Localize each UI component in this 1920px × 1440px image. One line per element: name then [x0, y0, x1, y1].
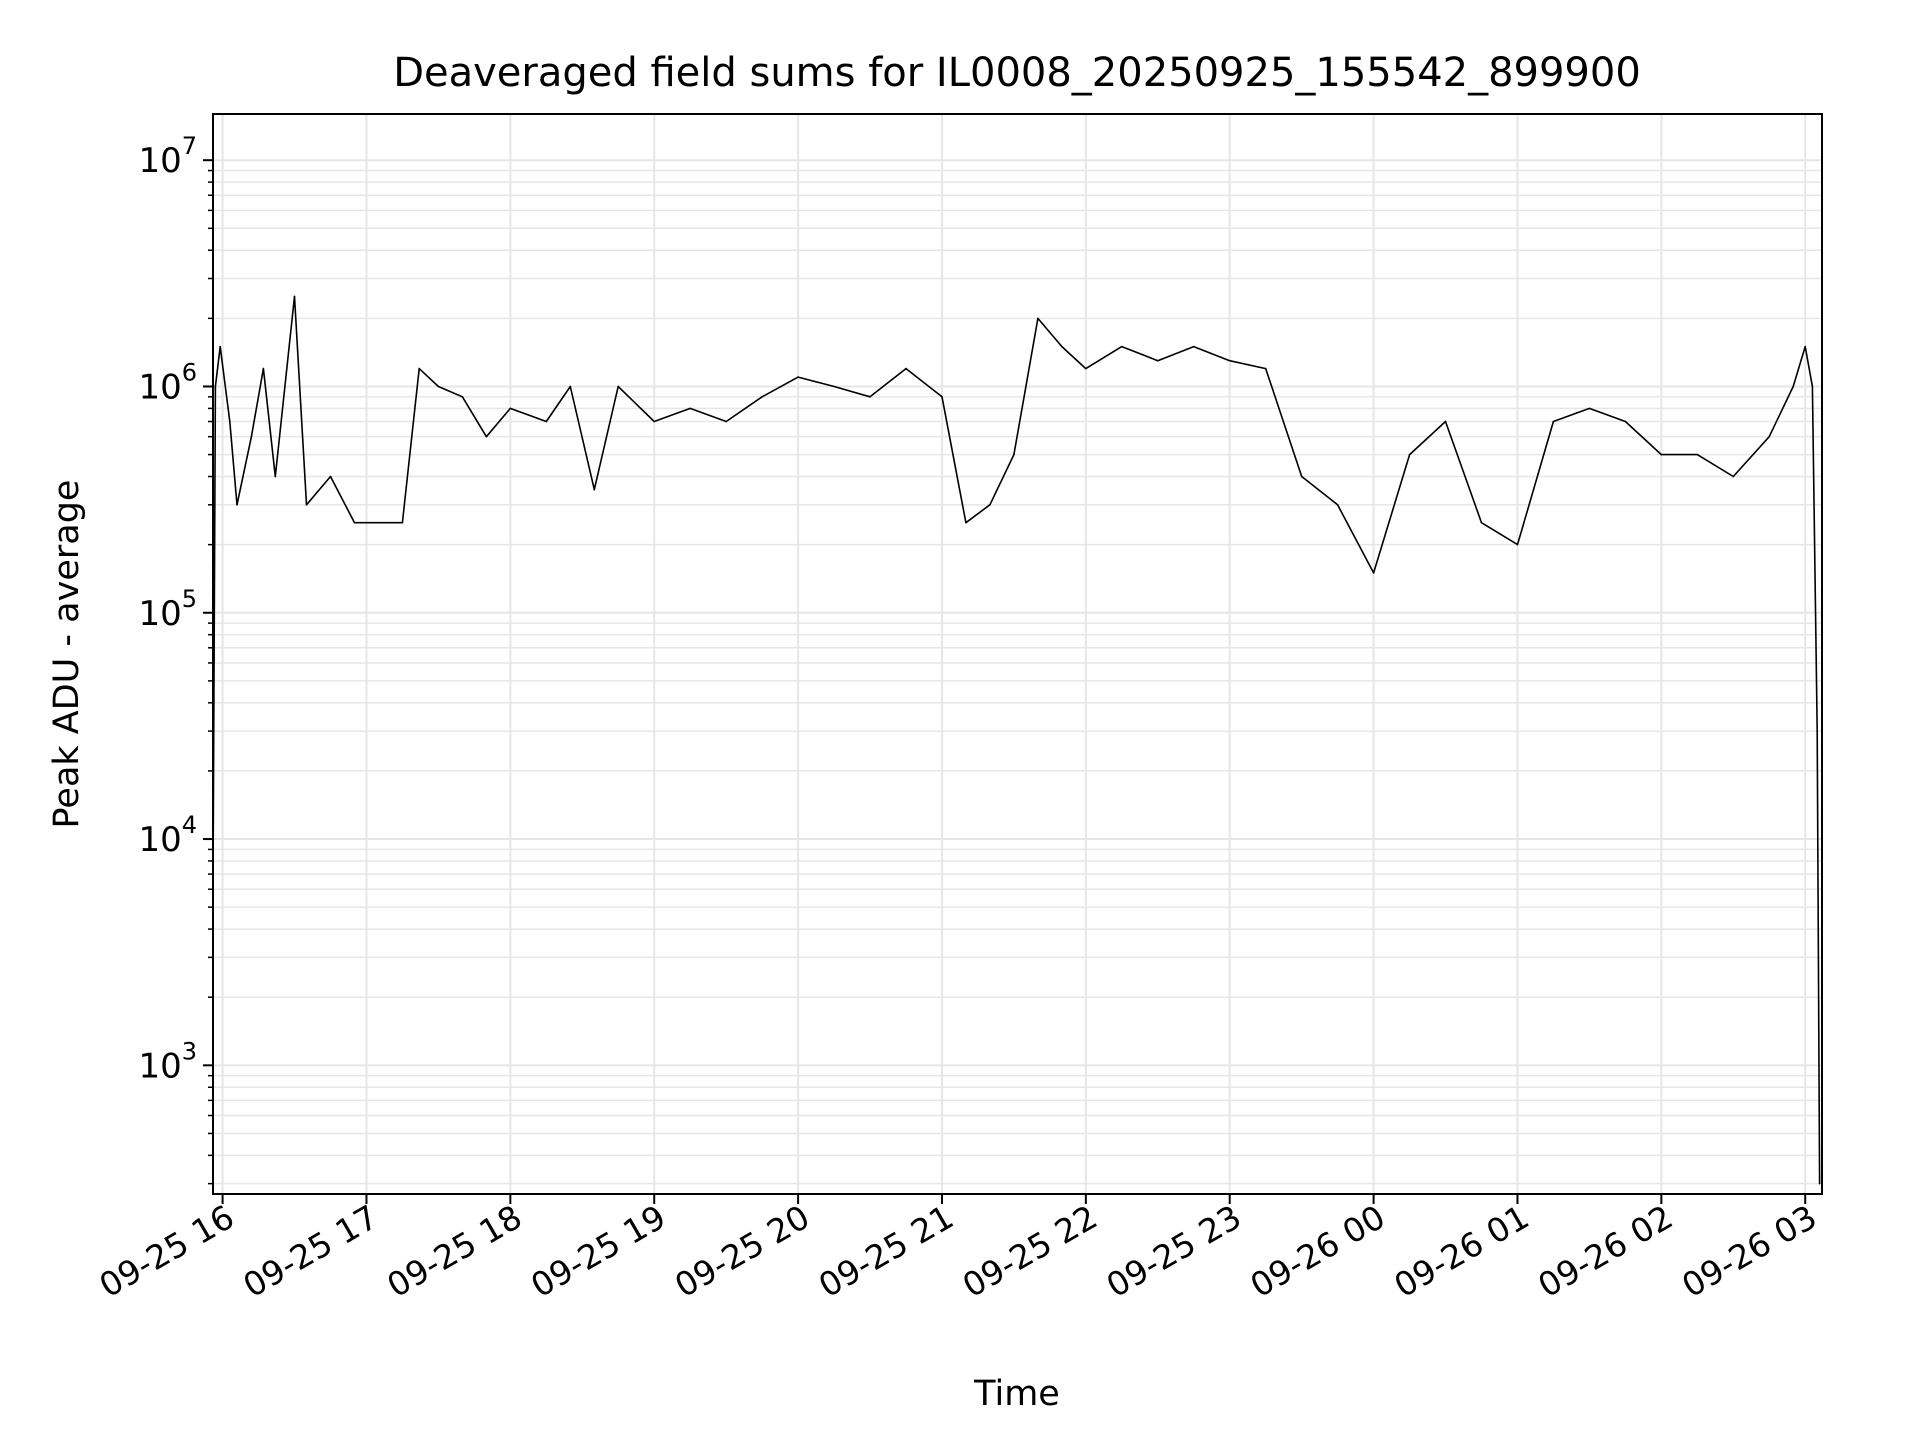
x-tick-label: 09-25 18 [380, 1197, 528, 1305]
data-point [1121, 345, 1123, 348]
data-point [1818, 1182, 1821, 1185]
y-axis-label: Peak ADU - average [47, 480, 87, 829]
data-point [1372, 572, 1375, 574]
data-point [617, 385, 620, 388]
chart-title: Deaveraged field sums for IL0008_2025092… [393, 50, 1641, 96]
data-point [1660, 453, 1663, 456]
y-tick-label: 104 [138, 811, 197, 860]
data-point [228, 420, 231, 423]
data-point [293, 295, 296, 298]
data-point [1732, 475, 1735, 478]
x-tick-label: 09-25 22 [956, 1197, 1104, 1305]
data-point [418, 367, 421, 370]
data-point [689, 407, 691, 410]
data-point [593, 488, 596, 491]
data-point [1228, 359, 1231, 362]
x-tick-label: 09-25 16 [93, 1197, 241, 1305]
data-point [1811, 385, 1814, 388]
series-line [212, 295, 1821, 1184]
series-line-group [212, 295, 1821, 1185]
data-point [869, 396, 871, 398]
data-point [214, 385, 217, 388]
data-point [1408, 453, 1411, 456]
data-point [725, 420, 727, 423]
data-point [989, 503, 991, 506]
x-tick-label: 09-25 23 [1100, 1197, 1248, 1305]
x-tick-label: 09-25 20 [668, 1197, 816, 1305]
data-point [965, 521, 967, 524]
data-point [1264, 367, 1267, 370]
data-point [485, 435, 488, 438]
x-tick-label: 09-25 17 [236, 1197, 384, 1305]
y-axis: 103 104 105 106 107 [138, 132, 213, 1185]
x-tick-label: 09-26 02 [1531, 1197, 1679, 1305]
y-tick-label: 103 [138, 1037, 197, 1086]
data-point [377, 521, 380, 524]
data-point [761, 396, 763, 398]
data-point [1444, 420, 1447, 423]
grid-lines [213, 114, 1822, 1194]
data-point [1156, 359, 1159, 362]
data-point [219, 345, 221, 348]
data-point [1792, 385, 1795, 388]
x-tick-label: 09-26 03 [1675, 1197, 1823, 1305]
x-tick-label: 09-26 01 [1387, 1197, 1535, 1305]
data-point [1480, 521, 1483, 524]
data-point [1768, 435, 1771, 438]
data-point [1192, 345, 1195, 348]
data-point [1516, 543, 1519, 546]
data-point [250, 435, 253, 438]
data-point [1696, 453, 1699, 456]
data-point [461, 396, 464, 398]
data-point [262, 367, 265, 370]
x-tick-label: 09-26 00 [1244, 1197, 1392, 1305]
data-point [833, 385, 835, 388]
x-axis-label: Time [973, 1374, 1060, 1414]
data-point [305, 503, 308, 506]
data-point [329, 475, 332, 478]
data-point [1588, 407, 1591, 410]
data-point [401, 521, 404, 524]
data-point [236, 503, 238, 506]
data-point [509, 407, 512, 410]
data-point [437, 385, 440, 388]
data-point [1624, 420, 1627, 423]
x-tick-label: 09-25 21 [812, 1197, 960, 1305]
data-point [941, 396, 943, 398]
data-point [1552, 420, 1555, 423]
data-point [274, 475, 277, 478]
data-point [1300, 475, 1303, 478]
data-point [545, 420, 548, 423]
data-point [353, 521, 356, 524]
data-point [1804, 345, 1807, 348]
data-point [1061, 345, 1063, 348]
x-tick-label: 09-25 19 [524, 1197, 672, 1305]
data-point [905, 367, 907, 370]
data-point [1037, 317, 1039, 320]
y-tick-label: 106 [138, 358, 197, 407]
data-point [797, 376, 799, 378]
data-point [653, 420, 656, 423]
y-tick-label: 105 [138, 585, 197, 634]
data-point [1816, 730, 1819, 732]
data-point [1085, 367, 1087, 370]
data-point [1336, 503, 1339, 506]
plot-frame [212, 113, 1823, 1195]
data-point [1013, 453, 1015, 456]
data-point [569, 385, 572, 388]
y-tick-label: 107 [138, 132, 197, 181]
